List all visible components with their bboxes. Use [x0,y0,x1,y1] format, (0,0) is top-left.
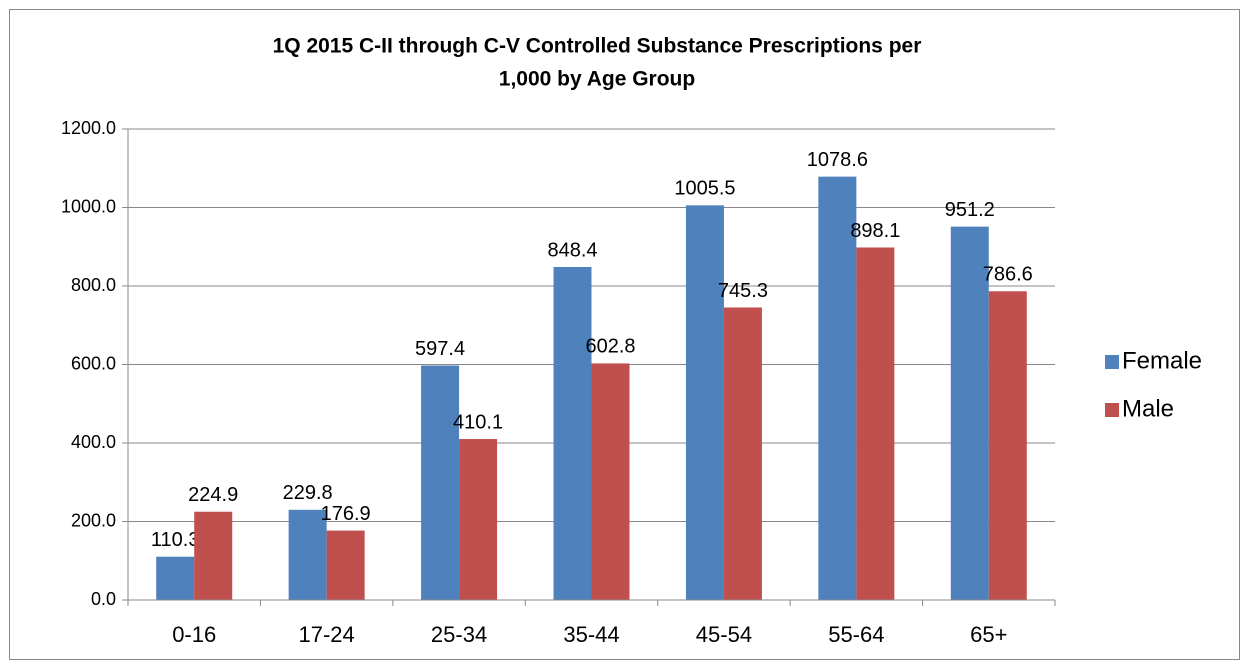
data-label: 1078.6 [807,149,868,171]
chart-title: 1,000 by Age Group [499,68,695,91]
bar [950,226,989,601]
bar [723,307,762,600]
x-tick-label: 17-24 [299,622,355,647]
x-tick-label: 45-54 [696,622,752,647]
x-tick-label: 35-44 [563,622,619,647]
data-label: 951.2 [945,199,995,221]
bar [156,556,195,600]
bar [591,363,630,600]
data-label: 1005.5 [674,178,735,200]
y-tick-label: 800.0 [71,275,116,295]
legend-swatch [1105,355,1119,369]
x-tick-label: 0-16 [172,622,216,647]
data-label: 848.4 [547,239,597,261]
y-tick-label: 400.0 [71,432,116,452]
bar [326,530,365,600]
bar [856,247,895,601]
data-label: 110.3 [151,529,200,551]
bar [459,439,498,600]
y-tick-label: 1200.0 [61,118,116,138]
bar [288,509,327,600]
x-tick-label: 55-64 [828,622,884,647]
data-label: 602.8 [585,336,635,358]
x-tick-label: 65+ [970,622,1007,647]
bar [818,176,857,600]
y-tick-label: 1000.0 [61,196,116,216]
data-label: 745.3 [718,280,768,302]
bar [194,511,233,600]
y-tick-label: 600.0 [71,353,116,373]
data-label: 176.9 [321,503,371,525]
y-tick-label: 0.0 [91,589,116,609]
data-label: 410.1 [453,411,503,433]
bar [685,205,724,600]
x-tick-label: 25-34 [431,622,487,647]
bar [553,267,592,600]
legend-label: Female [1122,347,1202,374]
legend-swatch [1105,403,1119,417]
data-label: 786.6 [983,264,1033,286]
chart-title: 1Q 2015 C-II through C-V Controlled Subs… [273,35,922,58]
bar [988,291,1027,600]
y-tick-label: 200.0 [71,510,116,530]
data-label: 597.4 [415,338,465,360]
data-label: 229.8 [283,482,333,504]
data-label: 898.1 [850,220,900,242]
bar [421,365,460,600]
legend-label: Male [1122,395,1174,422]
data-label: 224.9 [188,484,238,506]
